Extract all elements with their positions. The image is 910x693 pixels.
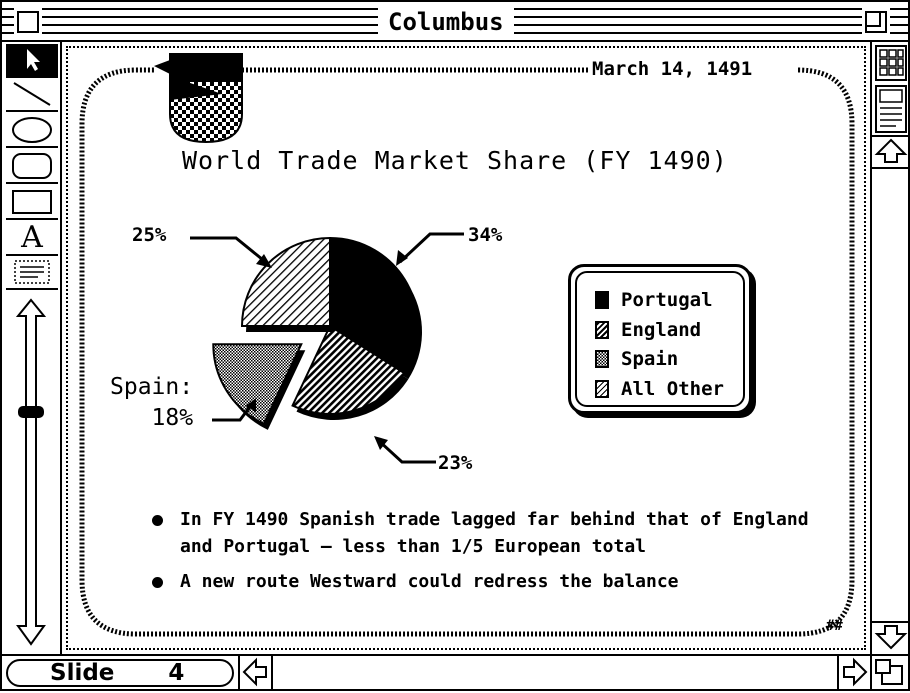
- slide-number: 4: [168, 660, 185, 686]
- pie-chart: [212, 236, 422, 430]
- chart-legend: Portugal England Spain All Other: [568, 264, 752, 414]
- scroll-left-icon: [242, 657, 267, 687]
- slide-label: Slide: [50, 660, 115, 686]
- label-portugal: 34%: [468, 224, 503, 246]
- zoom-box[interactable]: [862, 8, 890, 36]
- grid-view-icon: [875, 45, 907, 81]
- window-title: Columbus: [378, 7, 514, 37]
- corner-mark: ##: [826, 618, 843, 634]
- arrow-34: [398, 232, 464, 264]
- text-box-icon: [14, 260, 50, 284]
- legend-label: All Other: [621, 378, 724, 400]
- legend-item-england: England: [595, 319, 701, 341]
- arrow-25: [190, 236, 269, 266]
- line-icon: [13, 82, 51, 106]
- label-all-other: 25%: [132, 224, 167, 246]
- tool-arrow[interactable]: [6, 44, 58, 78]
- swatch-portugal: [595, 291, 609, 309]
- scroll-right-icon: [843, 657, 868, 687]
- horizontal-scrollbar[interactable]: [238, 654, 870, 689]
- scroll-controls: [872, 45, 910, 650]
- tool-text-box[interactable]: [6, 256, 58, 290]
- close-box[interactable]: [14, 8, 42, 36]
- text-icon: A: [21, 220, 43, 255]
- slide-canvas[interactable]: March 14, 1491 World Trade Market Share …: [62, 42, 870, 654]
- slide-date: March 14, 1491: [588, 58, 757, 80]
- arrow-23: [376, 438, 436, 464]
- bullet-item: In FY 1490 Spanish trade lagged far behi…: [148, 506, 828, 560]
- legend-label: England: [621, 319, 702, 341]
- title-bar[interactable]: Columbus: [2, 2, 908, 42]
- rect-icon: [12, 190, 52, 214]
- slide-indicator[interactable]: Slide 4: [6, 659, 234, 687]
- spain-callout-value: 18%: [151, 405, 194, 431]
- arrow-heads: [246, 250, 408, 450]
- pie-slice-england[interactable]: [291, 324, 406, 415]
- arrow-18: [212, 403, 254, 422]
- hscroll-controls: [242, 656, 868, 689]
- arrow-icon: [27, 49, 40, 71]
- grow-box[interactable]: [870, 654, 908, 689]
- spain-callout-title: Spain:: [110, 374, 194, 400]
- swatch-all-other: [595, 380, 609, 398]
- status-bar: Slide 4: [2, 654, 238, 689]
- tool-line[interactable]: [6, 78, 58, 112]
- oval-icon: [12, 117, 52, 143]
- canvas-border: [66, 46, 866, 650]
- pie-slice-all-other[interactable]: [240, 236, 331, 327]
- vertical-scrollbar[interactable]: [870, 42, 910, 654]
- slide-border: [79, 67, 855, 637]
- bullet-item: A new route Westward could redress the b…: [148, 568, 828, 595]
- slide-artwork: [79, 53, 855, 637]
- spain-callout: Spain: 18%: [110, 372, 193, 434]
- slide-title: World Trade Market Share (FY 1490): [182, 146, 728, 175]
- legend-item-all-other: All Other: [595, 378, 724, 400]
- tool-palette: A: [2, 42, 62, 654]
- notes-view-icon: [875, 85, 907, 133]
- legend-item-portugal: Portugal: [595, 289, 713, 311]
- logo-icon: [154, 53, 243, 144]
- scroll-down-icon: [874, 625, 908, 650]
- pie-slice-spain[interactable]: [212, 343, 303, 426]
- rounded-rect-icon: [12, 153, 52, 179]
- tool-oval[interactable]: [6, 114, 58, 148]
- swatch-england: [595, 321, 609, 339]
- tool-rect[interactable]: [6, 186, 58, 220]
- callout-arrows: [190, 232, 464, 464]
- tool-rounded-rect[interactable]: [6, 150, 58, 184]
- legend-label: Portugal: [621, 289, 713, 311]
- legend-label: Spain: [621, 348, 679, 370]
- resize-icon: [875, 659, 903, 685]
- label-england: 23%: [438, 452, 473, 474]
- zoom-slider[interactable]: [16, 298, 46, 648]
- legend-item-spain: Spain: [595, 348, 678, 370]
- scroll-up-icon: [874, 138, 908, 163]
- bullet-list: In FY 1490 Spanish trade lagged far behi…: [148, 506, 828, 603]
- tool-text[interactable]: A: [6, 222, 58, 256]
- slider-thumb: [18, 406, 44, 418]
- swatch-spain: [595, 350, 609, 368]
